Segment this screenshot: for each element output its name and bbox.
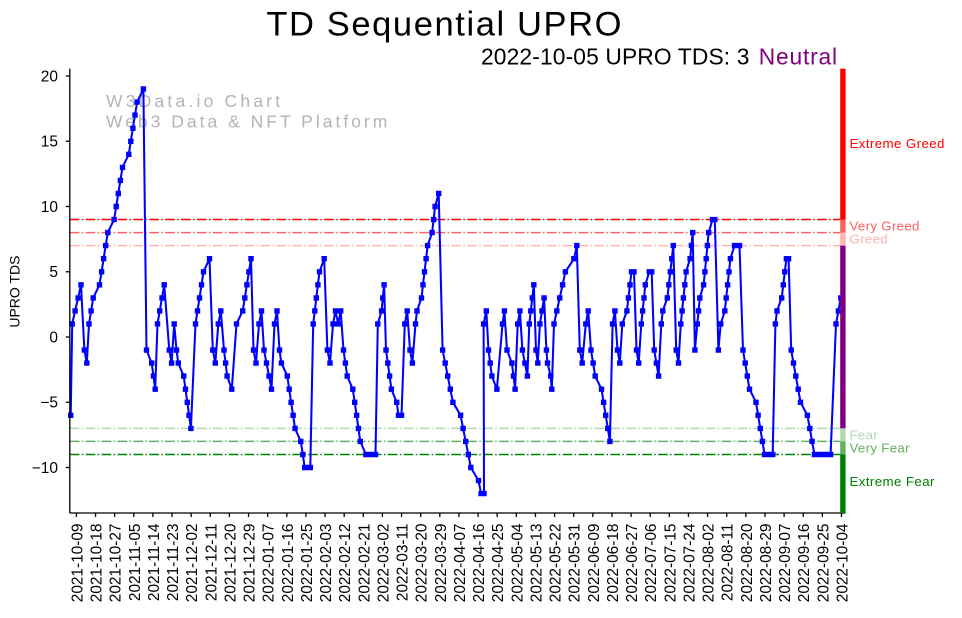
svg-text:2022-10-05 UPRO TDS: 3: 2022-10-05 UPRO TDS: 3 — [481, 44, 750, 70]
svg-text:15: 15 — [41, 134, 58, 151]
svg-text:2021-10-27: 2021-10-27 — [108, 524, 125, 603]
svg-text:2021-11-23: 2021-11-23 — [165, 524, 182, 602]
svg-text:Extreme Greed: Extreme Greed — [850, 136, 945, 151]
svg-text:Extreme Fear: Extreme Fear — [850, 474, 936, 489]
svg-text:2022-01-25: 2022-01-25 — [299, 524, 316, 603]
svg-text:Very Fear: Very Fear — [850, 441, 911, 456]
svg-text:2022-04-07: 2022-04-07 — [452, 524, 469, 603]
svg-text:2022-09-16: 2022-09-16 — [796, 524, 813, 603]
svg-text:W3Data.io Chart: W3Data.io Chart — [106, 91, 283, 111]
svg-text:2022-05-31: 2022-05-31 — [567, 524, 584, 603]
svg-text:2022-06-09: 2022-06-09 — [586, 524, 603, 603]
svg-text:Neutral: Neutral — [759, 44, 838, 70]
svg-text:2022-04-16: 2022-04-16 — [471, 524, 488, 603]
svg-text:2022-02-12: 2022-02-12 — [337, 524, 354, 603]
svg-text:5: 5 — [49, 264, 58, 281]
svg-text:TD Sequential UPRO: TD Sequential UPRO — [266, 6, 623, 44]
svg-text:2022-07-24: 2022-07-24 — [681, 523, 698, 602]
svg-text:Very Greed: Very Greed — [850, 219, 920, 234]
svg-text:2021-10-09: 2021-10-09 — [69, 524, 86, 603]
svg-text:2022-01-07: 2022-01-07 — [261, 524, 278, 603]
svg-text:10: 10 — [41, 199, 59, 216]
svg-text:2021-10-18: 2021-10-18 — [89, 524, 106, 603]
svg-text:2021-11-05: 2021-11-05 — [127, 524, 144, 602]
svg-text:−5: −5 — [40, 395, 58, 412]
svg-text:2022-03-29: 2022-03-29 — [433, 524, 450, 603]
svg-text:2022-08-11: 2022-08-11 — [720, 524, 737, 602]
svg-text:2022-10-04: 2022-10-04 — [834, 523, 851, 602]
svg-text:2022-07-15: 2022-07-15 — [662, 524, 679, 603]
svg-text:2022-01-16: 2022-01-16 — [280, 524, 297, 603]
svg-text:2021-12-20: 2021-12-20 — [222, 524, 239, 603]
svg-text:2022-04-25: 2022-04-25 — [490, 524, 507, 603]
svg-text:2022-06-18: 2022-06-18 — [605, 524, 622, 603]
svg-text:2022-05-22: 2022-05-22 — [548, 524, 565, 603]
svg-text:2022-02-21: 2022-02-21 — [356, 524, 373, 603]
svg-text:−10: −10 — [32, 460, 59, 477]
svg-text:Fear: Fear — [850, 428, 879, 443]
svg-text:2021-12-11: 2021-12-11 — [203, 524, 220, 602]
svg-text:2022-03-11: 2022-03-11 — [395, 524, 412, 602]
svg-text:2021-12-29: 2021-12-29 — [242, 524, 259, 603]
svg-text:2022-07-06: 2022-07-06 — [643, 524, 660, 603]
svg-text:Greed: Greed — [850, 231, 888, 246]
svg-text:2021-11-14: 2021-11-14 — [146, 523, 163, 601]
svg-text:2022-03-20: 2022-03-20 — [414, 524, 431, 603]
svg-text:2022-09-07: 2022-09-07 — [777, 524, 794, 603]
svg-text:2022-06-27: 2022-06-27 — [624, 524, 641, 603]
svg-text:2022-09-25: 2022-09-25 — [815, 524, 832, 603]
svg-text:2022-08-02: 2022-08-02 — [701, 524, 718, 603]
svg-text:0: 0 — [49, 329, 58, 346]
svg-text:2022-05-04: 2022-05-04 — [509, 523, 526, 602]
svg-text:Web3 Data & NFT Platform: Web3 Data & NFT Platform — [106, 112, 390, 132]
svg-text:2022-02-03: 2022-02-03 — [318, 524, 335, 603]
svg-text:2022-05-13: 2022-05-13 — [528, 524, 545, 603]
svg-text:UPRO TDS: UPRO TDS — [7, 256, 23, 328]
svg-text:2022-03-02: 2022-03-02 — [375, 524, 392, 603]
svg-text:2021-12-02: 2021-12-02 — [184, 524, 201, 603]
svg-text:2022-08-20: 2022-08-20 — [739, 524, 756, 603]
svg-text:2022-08-29: 2022-08-29 — [758, 524, 775, 603]
svg-text:20: 20 — [41, 68, 59, 85]
